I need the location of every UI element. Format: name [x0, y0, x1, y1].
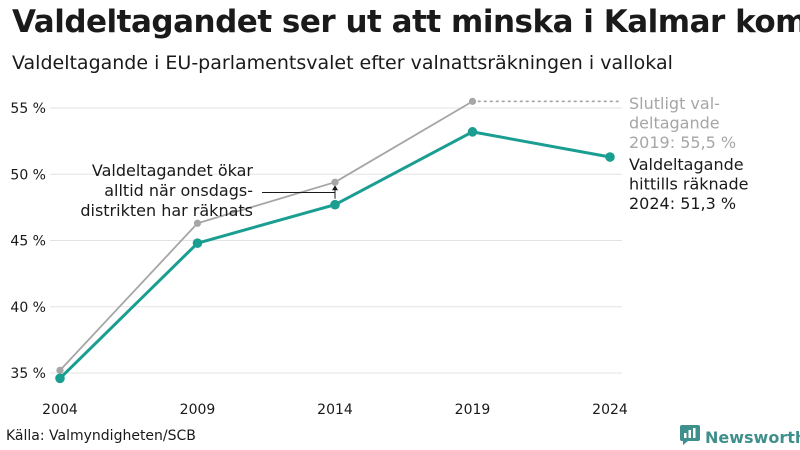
- data-point-counted: [55, 373, 65, 384]
- x-tick-label: 2009: [180, 402, 216, 418]
- newsworthy-logo-icon: [680, 425, 700, 449]
- data-point-counted: [330, 199, 340, 210]
- data-point-counted: [192, 238, 203, 248]
- y-tick-label: 35 %: [10, 366, 46, 382]
- x-axis-ticks: 2004 2009 2014 2019 2024: [42, 402, 628, 418]
- source-note: Källa: Valmyndigheten/SCB: [6, 428, 196, 444]
- series-line-final: [59, 100, 473, 371]
- data-point-final: [331, 178, 339, 186]
- annotation-note: alltid när onsdags-: [104, 181, 253, 200]
- x-tick-label: 2014: [317, 402, 353, 418]
- y-tick-label: 40 %: [10, 300, 46, 316]
- data-point-counted: [605, 152, 615, 162]
- x-tick-label: 2024: [592, 402, 628, 418]
- grid-lines: [50, 107, 622, 374]
- annotation-arrow-head: [332, 185, 338, 191]
- brand-logo[interactable]: Newsworthy: [680, 425, 800, 449]
- data-point-final: [56, 366, 64, 374]
- annotation-note: Valdeltagandet ökar: [92, 161, 254, 180]
- y-axis-ticks: 35 % 40 % 45 % 50 % 55 %: [10, 101, 46, 382]
- data-point-final: [468, 97, 477, 105]
- annotation-note: distrikten har räknats: [80, 201, 253, 220]
- brand-name: Newsworthy: [705, 427, 800, 447]
- final-series-label: deltagande: [629, 114, 720, 133]
- counted-series-label: 2024: 51,3 %: [629, 194, 736, 213]
- y-tick-label: 50 %: [10, 167, 46, 183]
- final-series-label: 2019: 55,5 %: [629, 133, 736, 152]
- data-point-counted: [467, 127, 478, 137]
- counted-series-label: Valdeltagande: [629, 155, 744, 174]
- x-tick-label: 2004: [42, 402, 78, 418]
- x-tick-label: 2019: [455, 402, 491, 418]
- y-tick-label: 45 %: [10, 234, 46, 250]
- final-series-label: Slutligt val-: [629, 94, 720, 113]
- data-point-final: [193, 219, 202, 227]
- chart-subtitle: Valdeltagande i EU-parlamentsvalet efter…: [12, 52, 673, 74]
- y-tick-label: 55 %: [10, 101, 46, 117]
- counted-series-label: hittills räknade: [629, 175, 748, 194]
- series-group: [55, 97, 615, 384]
- chart-title: Valdeltagandet ser ut att minska i Kalma…: [12, 4, 800, 40]
